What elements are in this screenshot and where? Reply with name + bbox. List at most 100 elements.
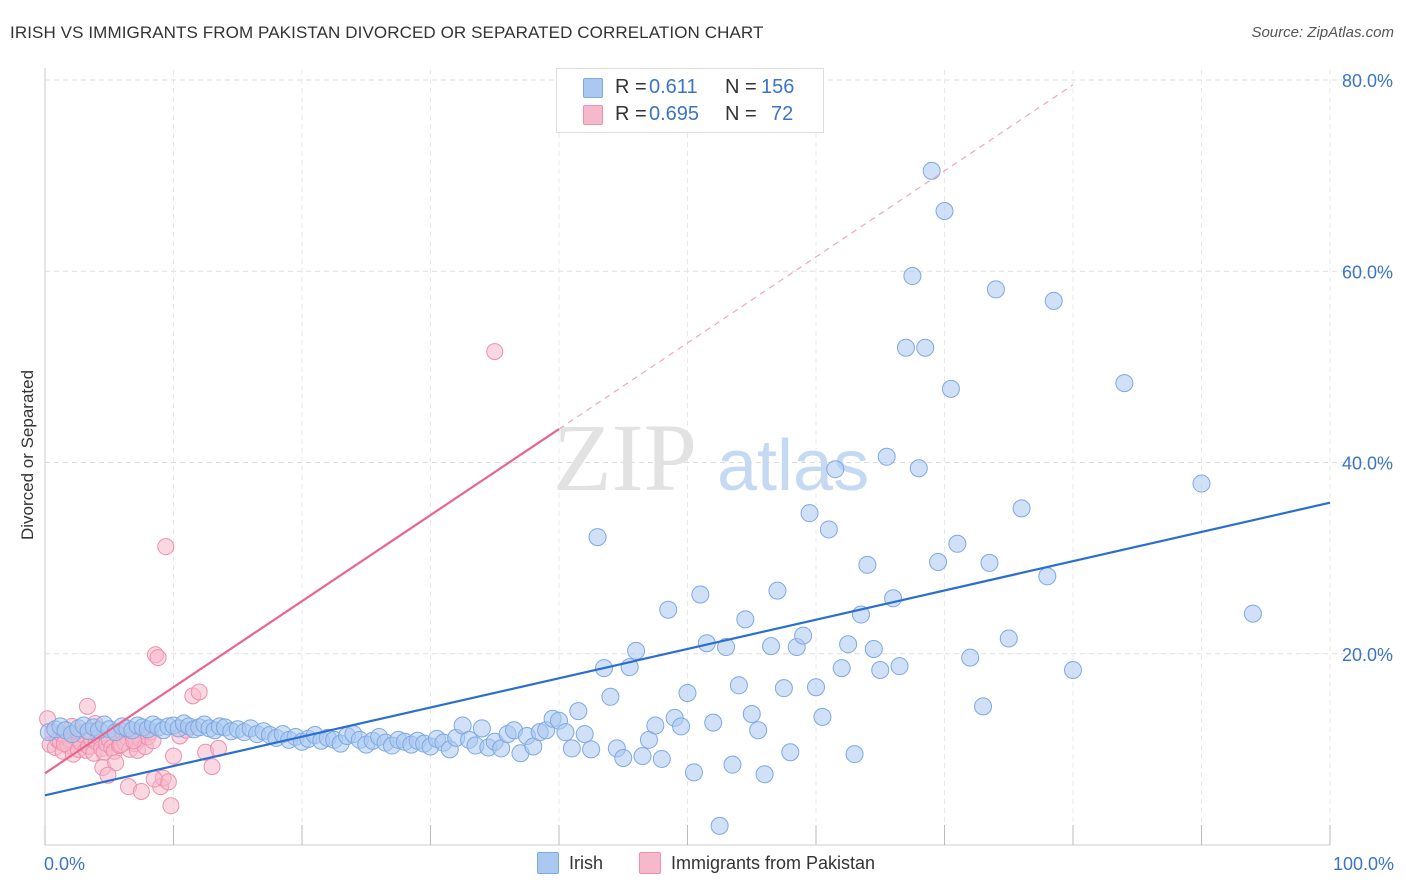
legend-label-pakistan: Immigrants from Pakistan bbox=[671, 853, 876, 873]
irish-point bbox=[633, 747, 652, 766]
irish-point bbox=[472, 719, 491, 738]
irish-point bbox=[556, 723, 575, 742]
irish-point bbox=[839, 635, 858, 654]
legend-n-value: 72 bbox=[771, 103, 794, 125]
irish-point bbox=[755, 765, 774, 784]
pakistan-point bbox=[159, 773, 177, 791]
irish-point bbox=[614, 748, 633, 767]
irish-point bbox=[627, 641, 646, 660]
irish-point bbox=[909, 459, 928, 478]
irish-point bbox=[588, 528, 607, 547]
legend-swatch-pakistan bbox=[583, 105, 603, 125]
irish-point bbox=[1064, 661, 1082, 680]
pakistan-point bbox=[203, 758, 221, 776]
irish-point bbox=[922, 161, 941, 180]
irish-point bbox=[877, 447, 896, 466]
irish-point bbox=[1115, 374, 1134, 393]
irish-point bbox=[1012, 499, 1031, 518]
irish-point bbox=[781, 743, 800, 762]
irish-point bbox=[871, 661, 890, 680]
legend-r-label: R = bbox=[615, 76, 647, 98]
irish-point bbox=[935, 202, 954, 221]
irish-point bbox=[896, 338, 915, 357]
irish-point bbox=[1044, 291, 1063, 310]
irish-point bbox=[986, 280, 1005, 299]
irish-point bbox=[710, 816, 729, 835]
irish-point bbox=[826, 460, 845, 479]
irish-point bbox=[652, 749, 671, 768]
watermark-zip: ZIP bbox=[553, 404, 697, 511]
legend-n-value: 156 bbox=[761, 76, 795, 98]
pakistan-point bbox=[165, 747, 182, 765]
irish-point bbox=[762, 637, 781, 656]
grid-lines bbox=[45, 70, 1395, 845]
irish-trend-line bbox=[44, 501, 1331, 797]
irish-point bbox=[562, 739, 581, 758]
y-tick-label: 40.0% bbox=[1342, 454, 1393, 474]
irish-point bbox=[858, 555, 877, 574]
pakistan-point bbox=[132, 782, 150, 800]
irish-point bbox=[819, 520, 838, 539]
y-axis-label: Divorced or Separated bbox=[18, 369, 37, 541]
legend-swatch-pakistan bbox=[639, 852, 661, 874]
irish-point bbox=[1192, 474, 1211, 493]
irish-point bbox=[813, 707, 832, 726]
irish-point bbox=[1243, 604, 1262, 623]
x-tick-label: 100.0% bbox=[1333, 854, 1394, 874]
irish-point bbox=[980, 553, 999, 572]
irish-point bbox=[948, 534, 967, 553]
irish-point bbox=[569, 702, 588, 721]
y-tick-label: 80.0% bbox=[1342, 71, 1393, 91]
irish-point bbox=[768, 581, 787, 600]
irish-point bbox=[575, 725, 594, 744]
legend-n-label: N = bbox=[725, 103, 757, 125]
pakistan-point bbox=[157, 538, 175, 556]
irish-point bbox=[684, 763, 703, 782]
irish-point bbox=[929, 552, 948, 571]
legend-label-irish: Irish bbox=[569, 853, 604, 873]
legend-r-value: 0.611 bbox=[649, 76, 698, 98]
pakistan-point bbox=[162, 797, 180, 815]
irish-point bbox=[659, 600, 678, 619]
pakistan-point bbox=[149, 649, 167, 667]
irish-point bbox=[736, 610, 755, 629]
tick-labels: 20.0% 40.0% 60.0% 80.0% 0.0% 100.0% bbox=[44, 71, 1394, 874]
source-label: Source: ZipAtlas.com bbox=[1251, 24, 1394, 41]
irish-point bbox=[890, 657, 909, 676]
irish-point bbox=[582, 740, 601, 759]
irish-point bbox=[729, 676, 748, 695]
stats-legend: R = 0.611 N = 156 R = 0.695 N = 72 bbox=[556, 68, 824, 133]
irish-point bbox=[646, 716, 665, 735]
legend-r-value: 0.695 bbox=[649, 103, 700, 125]
y-tick-label: 20.0% bbox=[1342, 645, 1393, 665]
pakistan-point bbox=[190, 683, 208, 701]
irish-point bbox=[774, 679, 793, 698]
pakistan-trend-extension bbox=[558, 84, 1074, 430]
legend-n-label: N = bbox=[725, 76, 757, 98]
irish-point bbox=[916, 338, 935, 357]
x-tick-label: 0.0% bbox=[44, 854, 85, 874]
irish-point bbox=[807, 678, 825, 697]
irish-point bbox=[749, 721, 768, 740]
irish-point bbox=[672, 717, 691, 736]
irish-point bbox=[832, 659, 851, 678]
pakistan-point bbox=[486, 343, 504, 361]
irish-point bbox=[864, 639, 883, 658]
legend-r-label: R = bbox=[615, 103, 647, 125]
pakistan-point bbox=[107, 754, 125, 772]
watermark: ZIP atlas bbox=[553, 404, 869, 511]
irish-point bbox=[961, 648, 980, 667]
irish-point bbox=[717, 638, 736, 657]
pakistan-point bbox=[145, 770, 163, 788]
irish-point bbox=[742, 704, 761, 723]
irish-point bbox=[723, 755, 742, 774]
watermark-atlas: atlas bbox=[717, 426, 869, 506]
irish-point bbox=[601, 687, 620, 706]
y-tick-label: 60.0% bbox=[1342, 262, 1393, 282]
irish-point bbox=[941, 379, 960, 398]
irish-point bbox=[800, 504, 819, 523]
irish-point bbox=[845, 745, 864, 764]
irish-point bbox=[704, 713, 723, 732]
irish-point bbox=[678, 683, 697, 702]
irish-point bbox=[1038, 567, 1057, 586]
